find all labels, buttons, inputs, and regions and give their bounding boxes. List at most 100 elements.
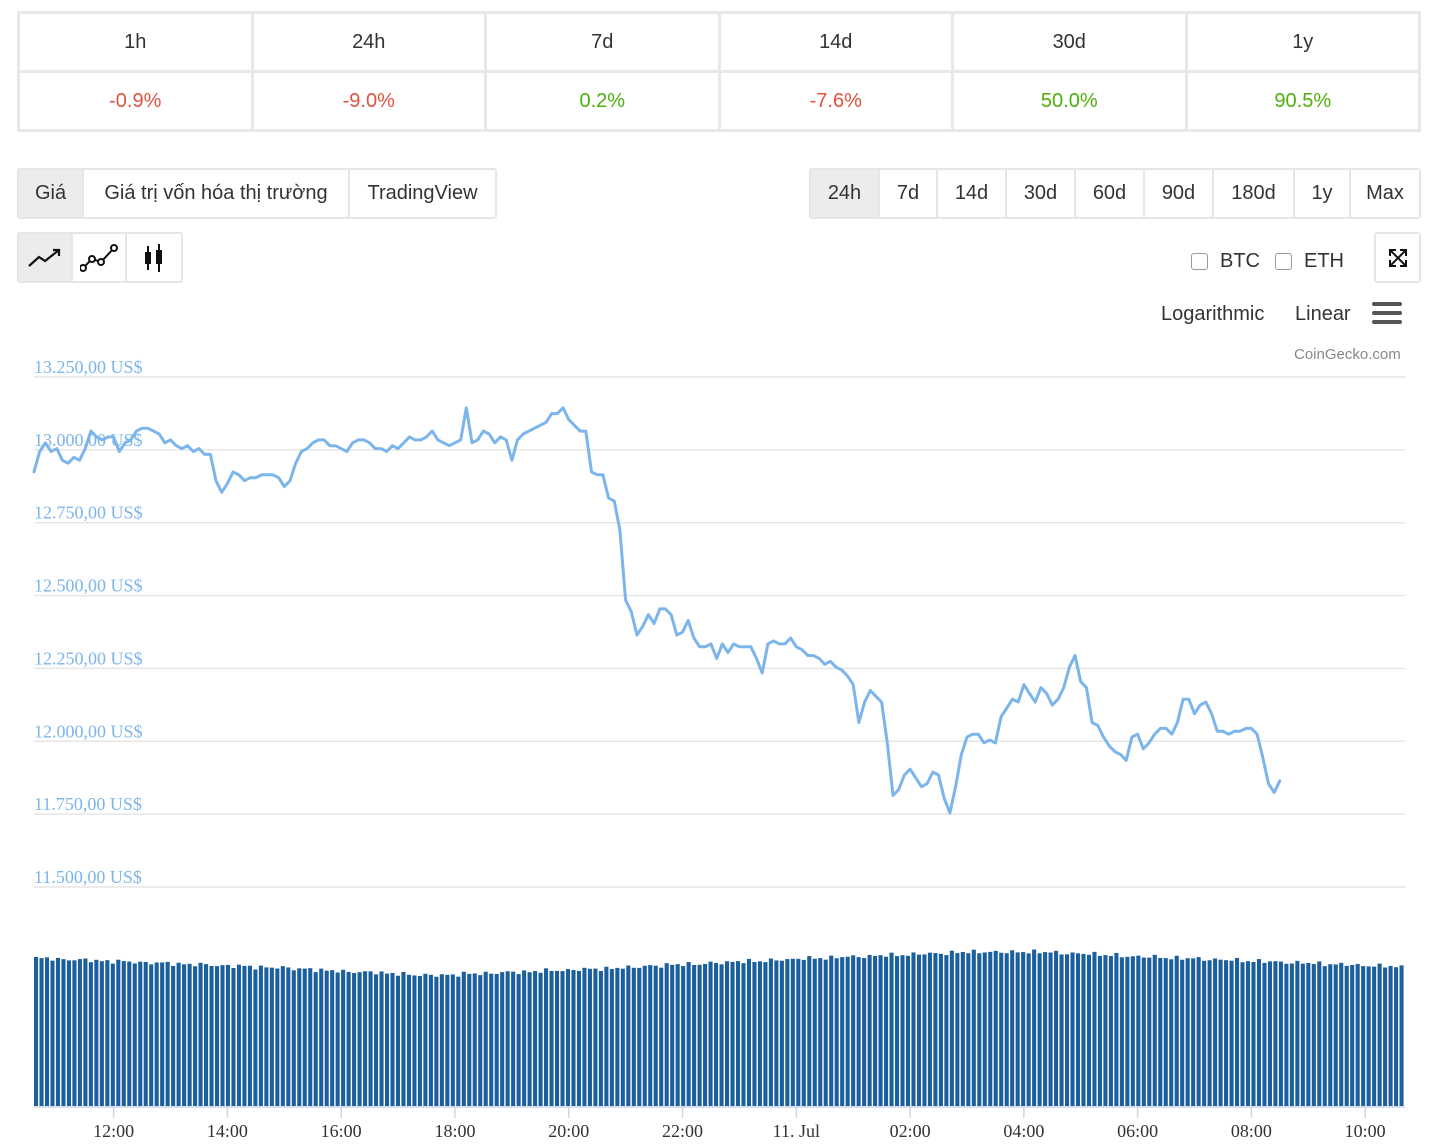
volume-bar (785, 959, 790, 1106)
volume-bar (149, 964, 154, 1106)
volume-bar (127, 961, 132, 1106)
volume-bar (225, 964, 231, 1106)
volume-bar (1125, 956, 1130, 1106)
volume-bar (44, 957, 50, 1106)
tab-tradingview[interactable]: TradingView (367, 182, 478, 204)
volume-bar (1064, 954, 1070, 1106)
volume-bar (746, 958, 752, 1106)
volume-bar (489, 973, 494, 1106)
volume-bar (1086, 954, 1092, 1106)
x-tick-label: 08:00 (1231, 1121, 1272, 1141)
volume-bar (34, 956, 39, 1106)
compare-btc[interactable]: BTC (1191, 250, 1260, 273)
volume-bar (72, 960, 77, 1106)
range-max[interactable]: Max (1366, 182, 1404, 204)
volume-bar (1224, 960, 1229, 1106)
volume-bar (752, 962, 757, 1106)
volume-bar (1048, 952, 1053, 1106)
volume-bar (549, 970, 554, 1106)
y-tick-label: 11.500,00 US$ (34, 867, 142, 887)
volume-bar (1015, 952, 1020, 1106)
volume-bar (1322, 966, 1327, 1106)
volume-bar (1388, 965, 1393, 1106)
volume-bar (308, 968, 313, 1106)
volume-bar (330, 970, 335, 1106)
volume-bar (900, 955, 905, 1106)
volume-bar (560, 971, 565, 1106)
volume-bar (1311, 964, 1316, 1106)
volume-bar (741, 963, 746, 1106)
range-180d[interactable]: 180d (1214, 170, 1295, 217)
volume-bar (445, 974, 450, 1106)
volume-bar (1021, 952, 1026, 1106)
volume-bar (703, 964, 708, 1106)
range-90d[interactable]: 90d (1145, 170, 1214, 217)
x-tick-label: 22:00 (662, 1121, 703, 1141)
range-24h[interactable]: 24h (811, 170, 880, 217)
volume-bar (209, 965, 214, 1106)
volume-bar (214, 966, 220, 1106)
volume-bar (873, 955, 878, 1106)
volume-bar (390, 972, 395, 1106)
volume-bar (884, 956, 889, 1106)
candlestick-button[interactable] (127, 234, 181, 281)
compare-btc-label: BTC (1220, 250, 1260, 272)
volume-bar (527, 972, 532, 1106)
volume-bar (554, 970, 560, 1106)
volume-bar (977, 953, 982, 1106)
fullscreen-button[interactable] (1374, 232, 1421, 283)
range-14d[interactable]: 14d (938, 170, 1007, 217)
volume-bar (675, 964, 680, 1106)
scale-linear[interactable]: Linear (1295, 303, 1351, 325)
line-chart-button[interactable] (19, 234, 73, 281)
volume-bar (664, 963, 669, 1106)
volume-bar (1180, 959, 1185, 1106)
compare-eth-checkbox[interactable] (1275, 253, 1292, 270)
x-tick-label: 18:00 (434, 1121, 475, 1141)
compare-eth-label: ETH (1304, 250, 1344, 272)
compare-eth[interactable]: ETH (1275, 250, 1344, 273)
volume-bar (313, 972, 318, 1106)
volume-bar (319, 968, 324, 1106)
hamburger-menu-icon[interactable] (1372, 302, 1402, 326)
compare-btc-checkbox[interactable] (1191, 253, 1208, 270)
tab-market-cap[interactable]: Giá trị vốn hóa thị trường (84, 170, 350, 217)
volume-bar (105, 960, 110, 1106)
volume-bar (467, 973, 472, 1106)
volume-bar (39, 958, 44, 1106)
range-1y[interactable]: 1y (1295, 170, 1351, 217)
volume-bar (1218, 959, 1223, 1106)
volume-bar (395, 975, 401, 1106)
change-7d: 0.2% (484, 70, 721, 132)
scale-logarithmic[interactable]: Logarithmic (1161, 303, 1265, 325)
volume-bar (1355, 963, 1360, 1106)
volume-bar (1147, 957, 1152, 1106)
volume-bar (971, 949, 976, 1106)
volume-bar (1169, 959, 1174, 1106)
tab-price[interactable]: Giá (19, 170, 84, 217)
volume-bar (955, 953, 960, 1106)
range-7d[interactable]: 7d (880, 170, 938, 217)
volume-bar (143, 961, 148, 1106)
volume-bar (434, 976, 439, 1106)
volume-bar (61, 959, 66, 1106)
volume-bar (1202, 960, 1207, 1106)
volume-bar (1103, 955, 1108, 1106)
x-tick-label: 04:00 (1003, 1121, 1044, 1141)
volume-bar (160, 962, 165, 1106)
chart-credit[interactable]: CoinGecko.com (1294, 346, 1401, 363)
y-tick-label: 11.750,00 US$ (34, 794, 142, 814)
volume-bar (121, 961, 126, 1106)
volume-bar (576, 970, 581, 1106)
volume-bar (1136, 955, 1141, 1106)
volume-bar (1152, 954, 1157, 1106)
x-tick-label: 16:00 (321, 1121, 362, 1141)
volume-bar (374, 974, 379, 1106)
volume-bar (423, 973, 428, 1106)
volume-bar (933, 953, 938, 1106)
range-60d[interactable]: 60d (1076, 170, 1145, 217)
line-markers-button[interactable] (73, 234, 127, 281)
candlestick-icon (145, 243, 162, 272)
range-30d[interactable]: 30d (1007, 170, 1076, 217)
volume-bar (352, 973, 357, 1106)
